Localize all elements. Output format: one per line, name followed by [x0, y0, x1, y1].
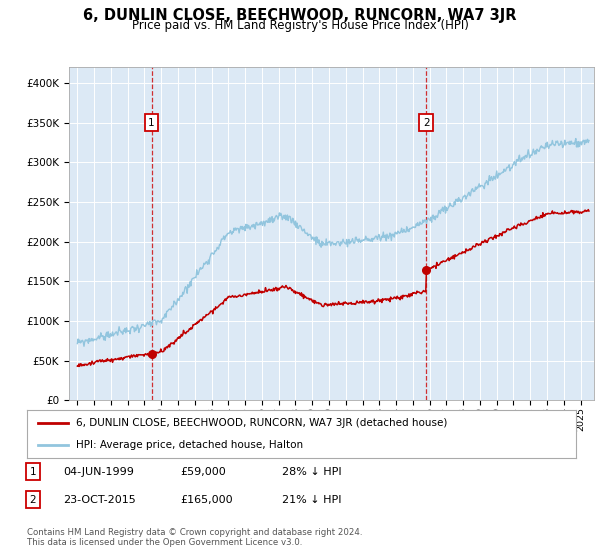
Text: Contains HM Land Registry data © Crown copyright and database right 2024.: Contains HM Land Registry data © Crown c… — [27, 528, 362, 536]
Text: 1: 1 — [148, 118, 155, 128]
Text: 23-OCT-2015: 23-OCT-2015 — [63, 494, 136, 505]
Text: Price paid vs. HM Land Registry's House Price Index (HPI): Price paid vs. HM Land Registry's House … — [131, 19, 469, 32]
Text: 1: 1 — [29, 466, 37, 477]
Text: 6, DUNLIN CLOSE, BEECHWOOD, RUNCORN, WA7 3JR: 6, DUNLIN CLOSE, BEECHWOOD, RUNCORN, WA7… — [83, 8, 517, 24]
Text: 2: 2 — [423, 118, 430, 128]
Text: HPI: Average price, detached house, Halton: HPI: Average price, detached house, Halt… — [76, 440, 304, 450]
Text: 28% ↓ HPI: 28% ↓ HPI — [282, 466, 341, 477]
Text: 21% ↓ HPI: 21% ↓ HPI — [282, 494, 341, 505]
Text: 6, DUNLIN CLOSE, BEECHWOOD, RUNCORN, WA7 3JR (detached house): 6, DUNLIN CLOSE, BEECHWOOD, RUNCORN, WA7… — [76, 418, 448, 428]
Text: This data is licensed under the Open Government Licence v3.0.: This data is licensed under the Open Gov… — [27, 538, 302, 547]
Text: £165,000: £165,000 — [180, 494, 233, 505]
Text: 04-JUN-1999: 04-JUN-1999 — [63, 466, 134, 477]
Text: 2: 2 — [29, 494, 37, 505]
Text: £59,000: £59,000 — [180, 466, 226, 477]
